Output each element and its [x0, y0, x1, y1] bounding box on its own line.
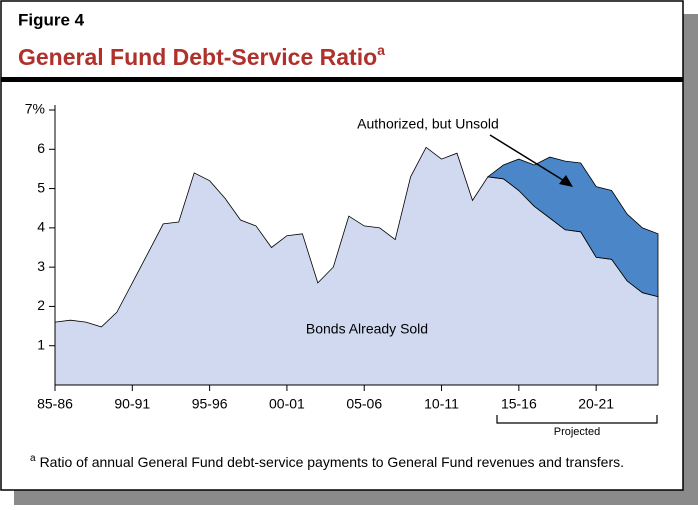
annotation-arrow — [489, 134, 567, 183]
figure-label: Figure 4 — [18, 10, 85, 29]
title-rule — [1, 77, 683, 82]
projected-bracket — [496, 415, 658, 424]
y-tick-label: 1 — [37, 336, 45, 352]
y-tick-label: 6 — [37, 140, 45, 156]
unsold-label: Authorized, but Unsold — [357, 116, 499, 132]
arrow-head — [559, 175, 573, 187]
x-tick-label: 00-01 — [269, 396, 305, 412]
x-tick-label: 20-21 — [578, 396, 614, 412]
y-tick-label: 7% — [25, 101, 45, 117]
chart-title: General Fund Debt-Service Ratioa — [18, 42, 385, 70]
y-tick-label: 2 — [37, 297, 45, 313]
title-marker: a — [377, 42, 385, 58]
x-tick-label: 05-06 — [346, 396, 382, 412]
x-tick-label: 95-96 — [192, 396, 228, 412]
x-tick-label: 90-91 — [114, 396, 150, 412]
y-tick-label: 4 — [37, 219, 45, 235]
footnote-text: Ratio of annual General Fund debt-servic… — [40, 454, 624, 470]
sold-label: Bonds Already Sold — [306, 321, 428, 337]
y-tick-label: 3 — [37, 258, 45, 274]
x-tick-label: 10-11 — [424, 396, 459, 412]
x-tick-label: 85-86 — [37, 396, 73, 412]
title-text: General Fund Debt-Service Ratio — [18, 44, 377, 70]
plot: 1 2 3 4 5 6 7% 85-86 90-91 95-96 00-01 05-06 10-11 15… — [25, 101, 659, 412]
footnote: a Ratio of annual General Fund debt-servi… — [30, 453, 624, 470]
x-tick-label: 15-16 — [501, 396, 537, 412]
area-1 — [486, 156, 659, 298]
projected-label: Projected — [554, 426, 600, 438]
footnote-marker: a — [30, 453, 36, 464]
y-tick-label: 5 — [37, 179, 45, 195]
